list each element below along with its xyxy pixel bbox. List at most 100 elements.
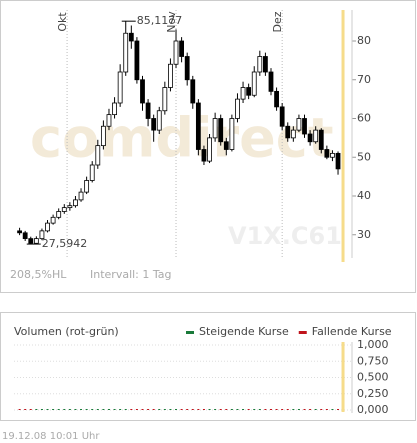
volume-bar bbox=[281, 409, 284, 410]
candle-body bbox=[106, 114, 112, 127]
candle-body bbox=[56, 211, 62, 218]
candle-body bbox=[162, 87, 168, 112]
candle-body bbox=[268, 71, 274, 92]
candle-body bbox=[246, 87, 252, 96]
candle-body bbox=[279, 106, 285, 127]
candle-body bbox=[73, 199, 78, 207]
candle-body bbox=[335, 152, 341, 170]
volume-bar bbox=[68, 409, 71, 410]
volume-bar bbox=[175, 409, 178, 410]
candle-body bbox=[112, 102, 117, 116]
volume-bar bbox=[230, 409, 233, 410]
volume-bar bbox=[52, 409, 55, 410]
candle-body bbox=[201, 149, 207, 162]
volume-bar bbox=[91, 409, 94, 410]
candle-body bbox=[39, 230, 45, 240]
volume-bar bbox=[197, 409, 200, 410]
volume-bar bbox=[57, 409, 60, 410]
volume-bar bbox=[242, 409, 245, 410]
volume-bar bbox=[258, 409, 261, 410]
y-tick-label: 60 bbox=[357, 112, 371, 125]
candle-body bbox=[168, 63, 173, 88]
candle-body bbox=[50, 216, 56, 224]
volume-bar bbox=[130, 409, 133, 410]
candle-body bbox=[257, 56, 263, 73]
volume-tick-label: 0,750 bbox=[357, 354, 389, 367]
candle-body bbox=[251, 71, 257, 96]
volume-bar bbox=[163, 409, 166, 410]
volume-bar bbox=[46, 409, 49, 410]
y-tick-label: 50 bbox=[357, 150, 371, 163]
candle-body bbox=[330, 152, 335, 158]
volume-bar bbox=[247, 409, 250, 410]
candle-body bbox=[145, 102, 151, 119]
volume-bar bbox=[85, 409, 88, 410]
volume-panel bbox=[0, 312, 416, 421]
legend-swatch bbox=[186, 331, 194, 334]
symbol: V1X.C61 bbox=[228, 222, 342, 250]
volume-bar bbox=[214, 409, 217, 410]
candle-body bbox=[95, 145, 101, 166]
volume-title: Volumen (rot-grün) bbox=[14, 325, 119, 338]
volume-bar bbox=[102, 409, 105, 410]
volume-bar bbox=[119, 409, 122, 410]
candle-body bbox=[22, 232, 28, 240]
candle-body bbox=[84, 180, 90, 193]
candle-body bbox=[156, 110, 162, 131]
y-tick-label: 80 bbox=[357, 34, 371, 47]
candle-body bbox=[128, 32, 134, 42]
volume-bar bbox=[191, 409, 194, 410]
volume-bar bbox=[337, 409, 340, 410]
volume-bar bbox=[286, 409, 289, 410]
candle-body bbox=[100, 125, 106, 147]
volume-bar bbox=[275, 409, 278, 410]
volume-bar bbox=[225, 409, 228, 410]
candle-body bbox=[307, 133, 313, 143]
candle-body bbox=[324, 149, 330, 158]
candle-body bbox=[184, 56, 190, 81]
candle-body bbox=[190, 79, 196, 104]
candle-body bbox=[207, 137, 212, 162]
volume-bar bbox=[331, 409, 334, 410]
legend-label: Steigende Kurse bbox=[199, 325, 289, 338]
candle-body bbox=[285, 125, 291, 139]
candle-body bbox=[151, 118, 157, 131]
volume-bar bbox=[147, 409, 150, 410]
range-text: 208,5%HL bbox=[10, 268, 67, 281]
volume-bar bbox=[63, 409, 66, 410]
volume-bar bbox=[219, 409, 222, 410]
y-tick-label: 40 bbox=[357, 189, 371, 202]
candle-body bbox=[235, 98, 240, 119]
candle-body bbox=[117, 71, 123, 104]
x-tick-label: Nov bbox=[165, 11, 178, 33]
candle-body bbox=[263, 56, 268, 73]
x-tick-label: Dez bbox=[271, 11, 284, 32]
candle-body bbox=[78, 191, 84, 201]
candle-body bbox=[28, 238, 34, 244]
volume-bar bbox=[269, 409, 272, 410]
candle-body bbox=[313, 129, 319, 143]
candle-body bbox=[274, 90, 279, 108]
volume-bar bbox=[135, 409, 138, 410]
volume-bar bbox=[124, 409, 127, 410]
volume-bar bbox=[152, 409, 155, 410]
volume-bar bbox=[113, 409, 116, 410]
volume-bar bbox=[158, 409, 161, 410]
volume-bar bbox=[202, 409, 205, 410]
volume-bar bbox=[18, 409, 21, 410]
volume-bar bbox=[169, 409, 172, 410]
volume-tick-label: 0,250 bbox=[357, 387, 389, 400]
candle-body bbox=[218, 118, 224, 143]
candle-body bbox=[89, 164, 95, 181]
candle-body bbox=[296, 118, 302, 131]
volume-bar bbox=[96, 409, 99, 410]
volume-bar bbox=[309, 409, 312, 410]
interval-text: Intervall: 1 Tag bbox=[90, 268, 172, 281]
volume-bar bbox=[264, 409, 267, 410]
candle-body bbox=[17, 230, 22, 234]
volume-bar bbox=[297, 409, 300, 410]
volume-bar bbox=[74, 409, 77, 410]
y-tick-label: 70 bbox=[357, 73, 371, 86]
candle-body bbox=[140, 79, 145, 104]
